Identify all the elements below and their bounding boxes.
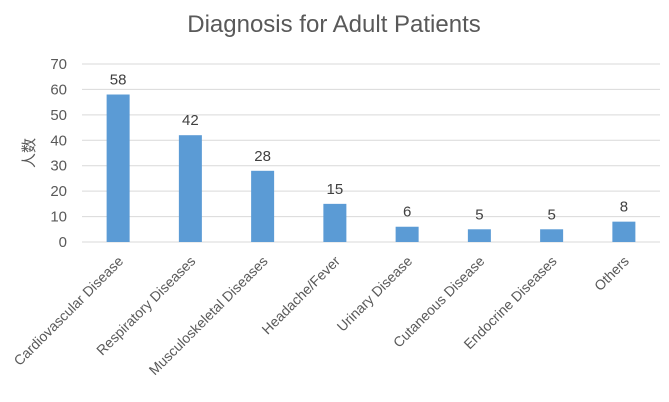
- y-tick-label: 0: [59, 234, 67, 251]
- data-label: 8: [620, 199, 628, 216]
- data-label: 5: [475, 206, 483, 223]
- category-label: Urinary Disease: [334, 253, 416, 335]
- y-tick-label: 40: [50, 132, 67, 149]
- bar: [323, 203, 347, 242]
- y-tick-label: 30: [50, 158, 67, 175]
- bar: [540, 229, 564, 242]
- category-label: Others: [591, 253, 632, 294]
- data-label: 42: [182, 112, 199, 129]
- y-tick-label: 20: [50, 183, 67, 200]
- gridlines: [82, 63, 660, 243]
- bar: [251, 170, 275, 242]
- data-label: 58: [110, 72, 127, 89]
- y-tick-label: 70: [50, 56, 67, 73]
- y-tick-label: 10: [50, 209, 67, 226]
- bar: [178, 135, 202, 242]
- category-label: Headache/Fever: [258, 253, 343, 338]
- y-tick-label: 60: [50, 81, 67, 98]
- bar: [467, 229, 491, 242]
- bar: [106, 94, 130, 242]
- bar: [395, 226, 419, 242]
- bar: [612, 221, 636, 242]
- y-axis-label: 人数: [21, 138, 38, 168]
- y-tick-label: 50: [50, 107, 67, 124]
- data-label: 15: [327, 181, 344, 198]
- category-label: Musculoskeletal Diseases: [146, 253, 271, 378]
- data-label: 28: [254, 148, 271, 165]
- y-axis-ticks: 0 10 20 30 40 50 60 70: [50, 56, 67, 251]
- data-label: 6: [403, 204, 411, 221]
- data-label: 5: [547, 206, 555, 223]
- chart-title: Diagnosis for Adult Patients: [187, 11, 481, 38]
- bars: [106, 94, 636, 242]
